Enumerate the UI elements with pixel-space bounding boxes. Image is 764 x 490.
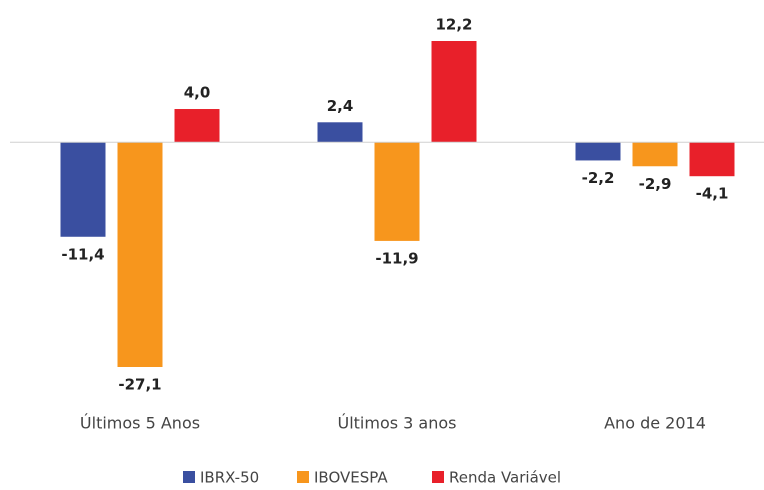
bar bbox=[632, 142, 678, 167]
data-label: -4,1 bbox=[696, 185, 729, 203]
legend-label: Renda Variável bbox=[449, 469, 561, 487]
data-label: 2,4 bbox=[327, 97, 354, 115]
legend-label: IBOVESPA bbox=[314, 469, 388, 487]
data-label: -2,9 bbox=[639, 175, 672, 193]
data-label: -11,9 bbox=[375, 249, 418, 267]
bar bbox=[689, 142, 735, 177]
data-label: -11,4 bbox=[61, 245, 104, 263]
bar bbox=[575, 142, 621, 161]
bar bbox=[431, 41, 477, 143]
bar bbox=[317, 122, 363, 143]
data-label: 12,2 bbox=[435, 16, 472, 34]
bar bbox=[174, 109, 220, 143]
bar bbox=[374, 142, 420, 241]
legend-swatch bbox=[297, 471, 309, 483]
data-label: -27,1 bbox=[118, 376, 161, 394]
x-tick-label: Ano de 2014 bbox=[604, 414, 706, 433]
data-label: -2,2 bbox=[582, 169, 615, 187]
legend-swatch bbox=[183, 471, 195, 483]
data-label: 4,0 bbox=[184, 84, 211, 102]
x-tick-label: Últimos 3 anos bbox=[337, 414, 456, 433]
legend-swatch bbox=[432, 471, 444, 483]
bar bbox=[60, 142, 106, 237]
bar bbox=[117, 142, 163, 367]
x-tick-label: Últimos 5 Anos bbox=[80, 414, 200, 433]
legend-label: IBRX-50 bbox=[200, 469, 259, 487]
